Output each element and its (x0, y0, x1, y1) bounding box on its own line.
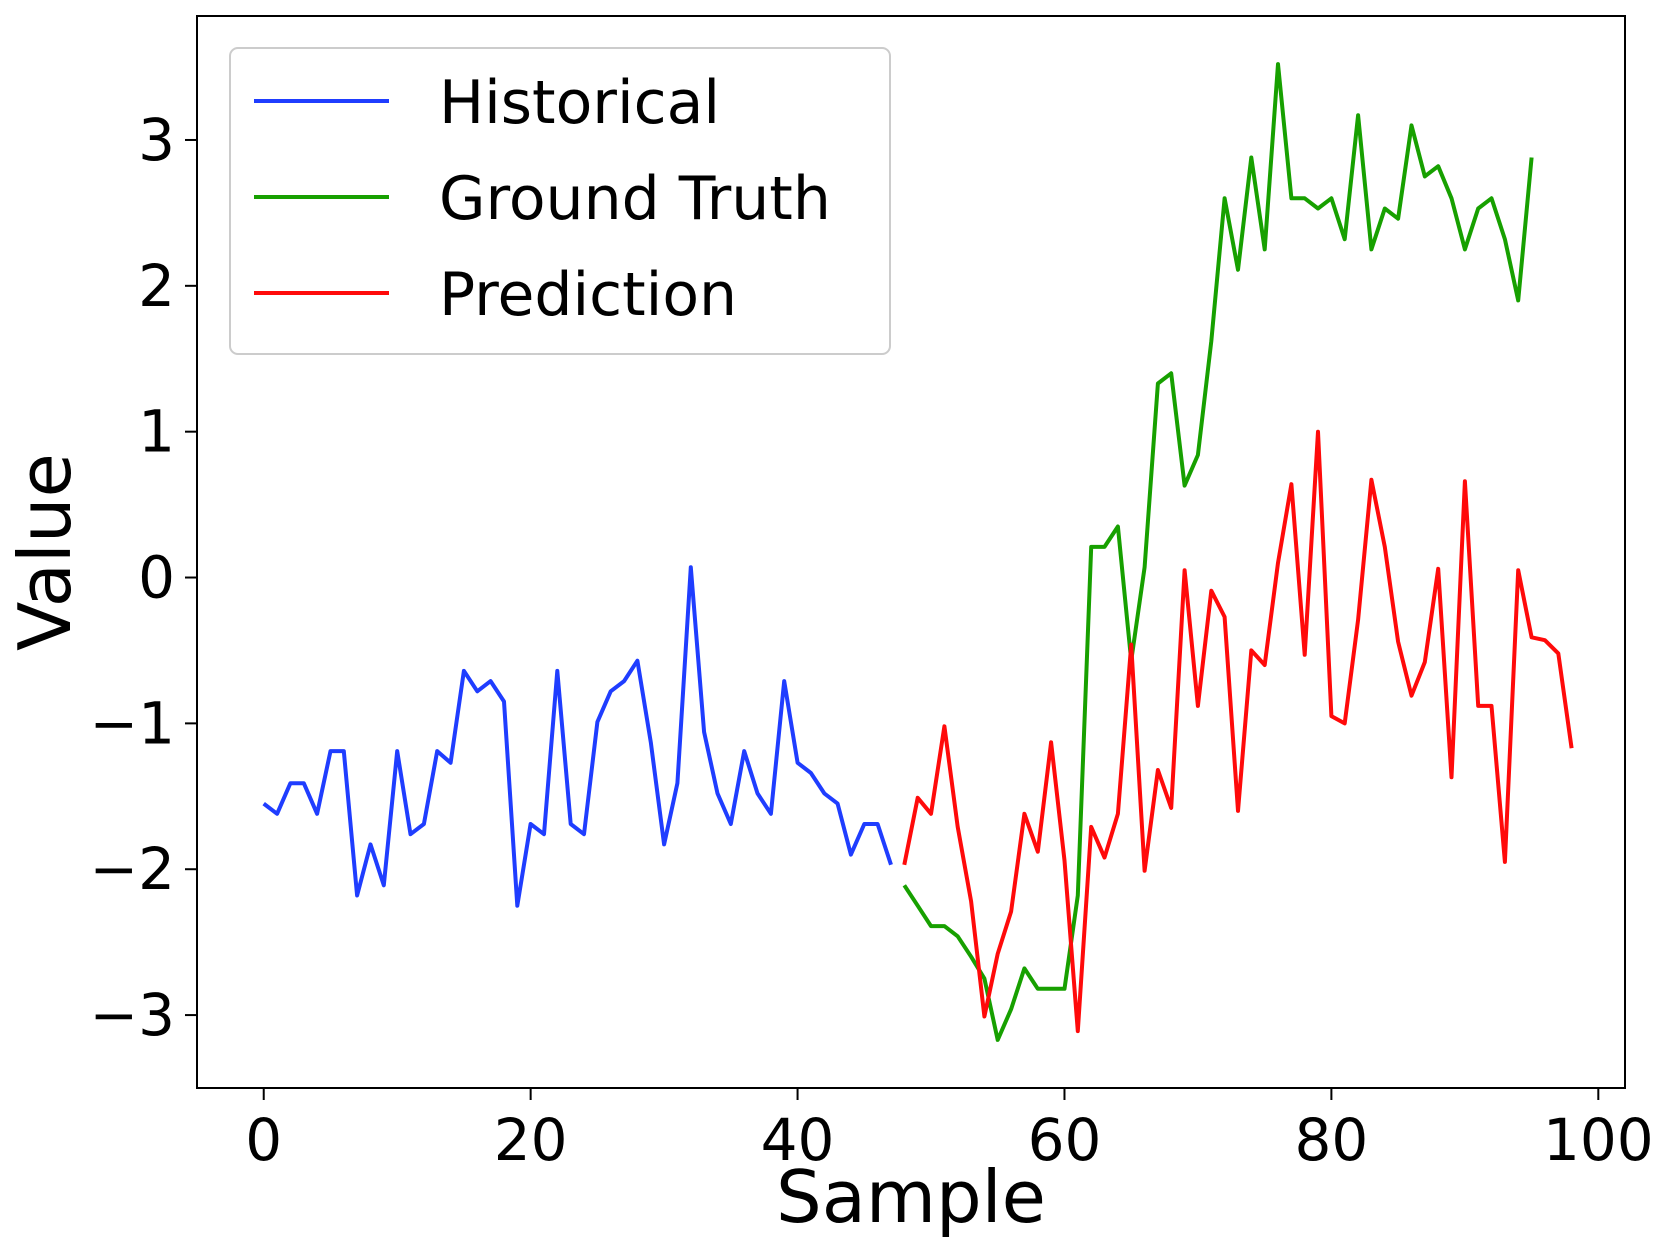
legend-label-ground-truth: Ground Truth (439, 164, 831, 234)
x-tick-label: 20 (494, 1106, 568, 1174)
series-line-historical (262, 565, 893, 908)
y-tick-label: −3 (90, 981, 176, 1049)
y-tick-label: 3 (138, 106, 175, 174)
series-line-prediction (902, 429, 1574, 1034)
x-tick-label: 0 (245, 1106, 282, 1174)
y-tick-label: 2 (138, 252, 175, 320)
x-tick-label: 40 (761, 1106, 835, 1174)
series-layer (262, 62, 1574, 1042)
y-axis-label: Value (3, 453, 87, 651)
x-tick-label: 80 (1294, 1106, 1368, 1174)
x-axis-label: Sample (776, 1155, 1046, 1239)
y-axis-ticks: −3 −2 −1 0 1 2 3 (90, 106, 197, 1049)
legend-label-prediction: Prediction (439, 260, 737, 330)
y-tick-label: −1 (90, 689, 176, 757)
y-tick-label: 1 (138, 398, 175, 466)
legend-box (229, 47, 891, 355)
legend: Historical Ground Truth Prediction (229, 47, 891, 355)
x-tick-label: 60 (1028, 1106, 1102, 1174)
y-tick-label: 0 (138, 544, 175, 612)
x-axis-ticks: 0 20 40 60 80 100 (245, 1088, 1654, 1174)
x-tick-label: 100 (1543, 1106, 1654, 1174)
y-tick-label: −2 (90, 835, 176, 903)
series-line-ground-truth (902, 62, 1534, 1042)
legend-label-historical: Historical (439, 68, 720, 138)
